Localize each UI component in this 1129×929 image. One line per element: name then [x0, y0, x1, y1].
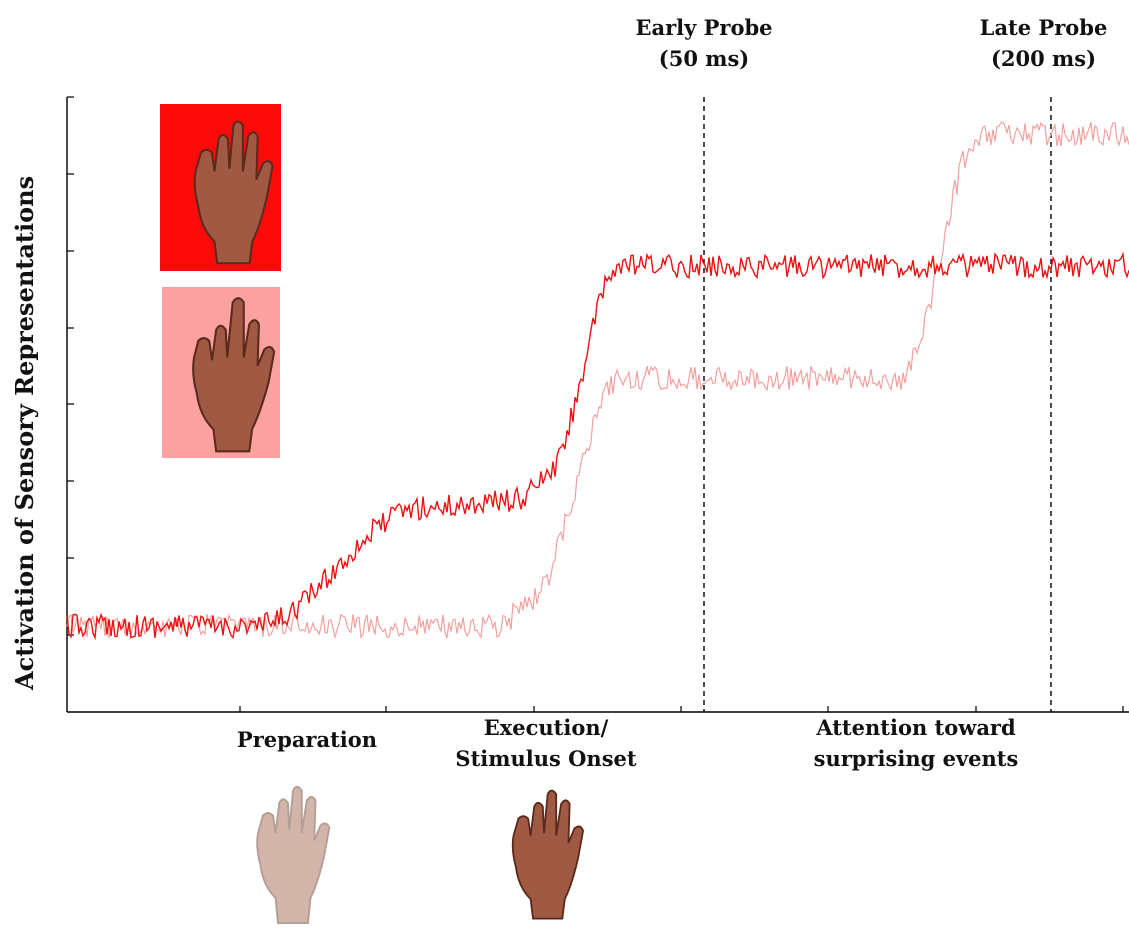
y-axis-label: Activation of Sensory Representations — [10, 175, 39, 690]
attention-label-line2: surprising events — [813, 746, 1019, 771]
execution-hand-icon — [511, 789, 584, 920]
execution-label-line2: Stimulus Onset — [455, 746, 637, 771]
execution-label: Execution/ Stimulus Onset — [446, 712, 646, 774]
y-axis-ticks — [67, 96, 74, 636]
late-probe-label: Late Probe (200 ms) — [958, 12, 1129, 74]
early-probe-time: (50 ms) — [658, 46, 750, 71]
strong-activation-trace — [66, 251, 1129, 641]
x-axis-ticks — [239, 706, 1124, 712]
execution-label-line1: Execution/ — [483, 715, 609, 740]
attention-label-line1: Attention toward — [816, 715, 1016, 740]
early-probe-title: Early Probe — [635, 15, 773, 40]
legend-faint-hand-icon — [192, 297, 276, 453]
faint-activation-trace — [66, 121, 1129, 640]
preparation-hand-icon — [256, 785, 331, 924]
late-probe-time: (200 ms) — [990, 46, 1097, 71]
early-probe-label: Early Probe (50 ms) — [604, 12, 804, 74]
late-probe-title: Late Probe — [979, 15, 1108, 40]
preparation-label: Preparation — [236, 727, 378, 752]
attention-label: Attention toward surprising events — [796, 712, 1036, 774]
